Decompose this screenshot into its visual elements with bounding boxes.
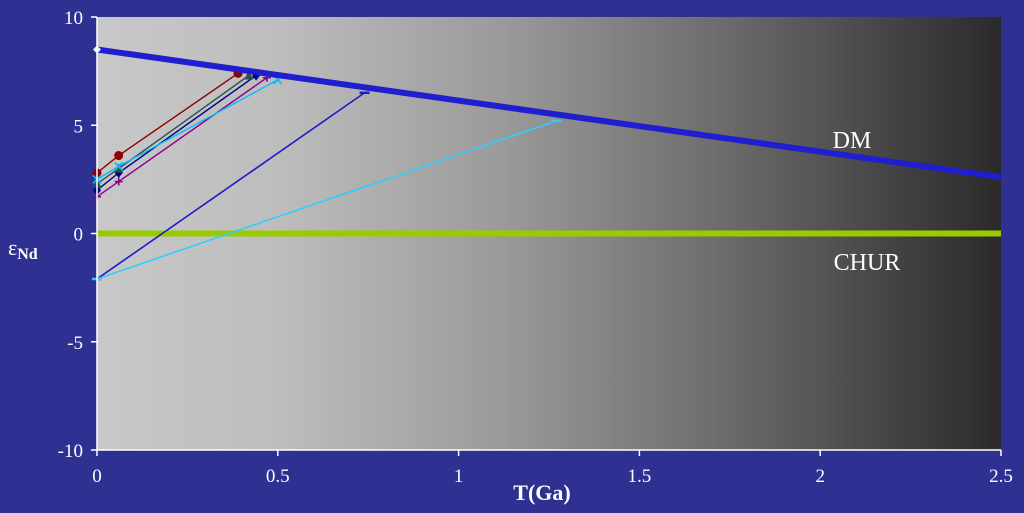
chur-annotation: CHUR <box>834 250 901 276</box>
x-tick-label: 1.5 <box>628 466 652 487</box>
x-tick-label: 1 <box>454 466 464 487</box>
y-tick-label: -5 <box>67 333 83 354</box>
y-tick-label: 10 <box>64 8 83 29</box>
x-axis-label: T(Ga) <box>513 480 570 505</box>
data-point <box>114 163 124 173</box>
y-axis-label-main: ε <box>8 235 17 260</box>
data-point <box>114 151 124 161</box>
x-tick-label: 0 <box>92 466 102 487</box>
y-axis-label: εNd <box>8 235 38 263</box>
evolution-line-7 <box>96 120 557 280</box>
dm-line <box>96 46 1002 181</box>
x-tick-label: 2 <box>815 466 825 487</box>
evolution-line-6 <box>96 92 366 280</box>
y-tick-label: 5 <box>74 116 84 137</box>
data-point <box>114 177 123 186</box>
dm-annotation: DM <box>833 128 872 154</box>
x-tick-label: 2.5 <box>989 466 1013 487</box>
y-tick-label: -10 <box>58 441 83 462</box>
data-point <box>114 161 124 171</box>
y-axis-label-sub: Nd <box>17 246 38 263</box>
data-point <box>244 70 254 80</box>
x-tick-label: 0.5 <box>266 466 290 487</box>
y-tick-label: 0 <box>74 225 84 246</box>
